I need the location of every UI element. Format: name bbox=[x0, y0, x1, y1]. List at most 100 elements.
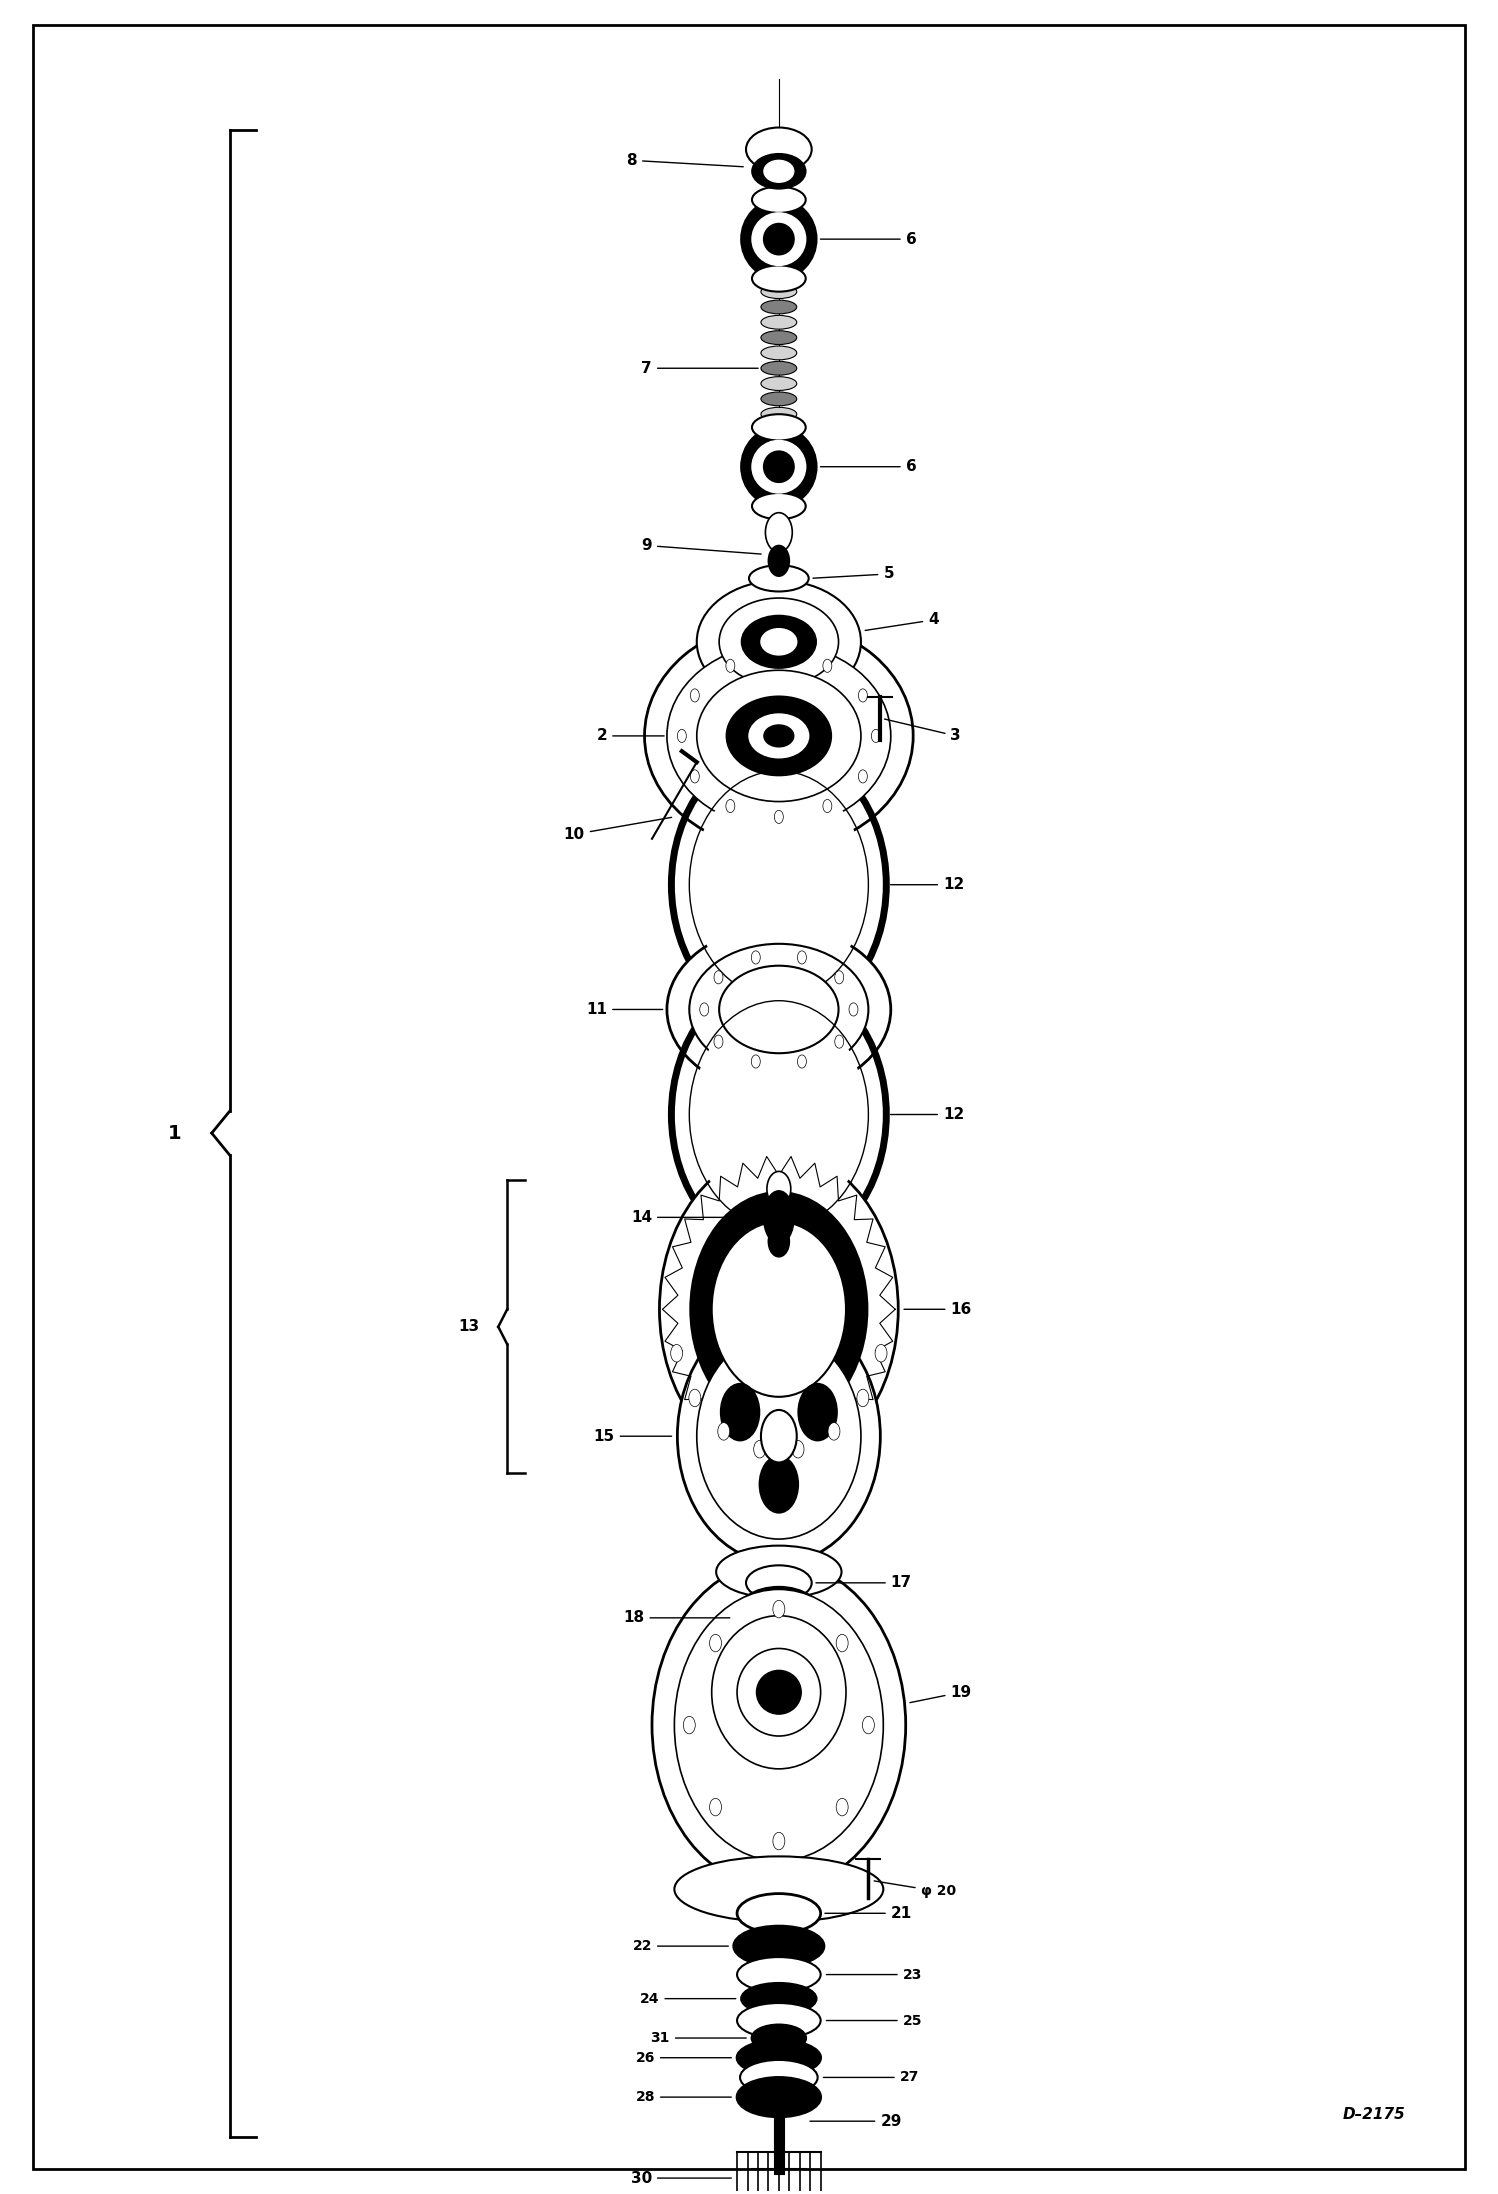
Ellipse shape bbox=[761, 347, 797, 360]
Text: 13: 13 bbox=[458, 1319, 479, 1334]
Text: 12: 12 bbox=[891, 878, 965, 893]
Text: 26: 26 bbox=[635, 2051, 731, 2065]
Ellipse shape bbox=[764, 452, 794, 483]
Text: 10: 10 bbox=[563, 818, 671, 842]
Ellipse shape bbox=[764, 724, 794, 746]
Ellipse shape bbox=[764, 224, 794, 255]
Ellipse shape bbox=[752, 415, 806, 441]
Circle shape bbox=[857, 1389, 869, 1406]
Circle shape bbox=[822, 658, 831, 671]
Text: 16: 16 bbox=[903, 1301, 972, 1316]
Ellipse shape bbox=[746, 127, 812, 171]
Circle shape bbox=[774, 649, 783, 663]
Text: 6: 6 bbox=[821, 233, 917, 246]
Ellipse shape bbox=[742, 617, 816, 667]
Circle shape bbox=[715, 970, 724, 983]
Text: 28: 28 bbox=[635, 2091, 731, 2104]
Text: 1: 1 bbox=[168, 1123, 181, 1143]
Ellipse shape bbox=[752, 186, 806, 213]
Circle shape bbox=[759, 1457, 798, 1514]
Text: 14: 14 bbox=[631, 1209, 759, 1224]
Circle shape bbox=[798, 1384, 837, 1441]
Ellipse shape bbox=[764, 1191, 794, 1244]
Circle shape bbox=[834, 1036, 843, 1049]
Circle shape bbox=[797, 950, 806, 963]
Circle shape bbox=[718, 1422, 730, 1439]
Text: 21: 21 bbox=[825, 1907, 912, 1920]
Ellipse shape bbox=[752, 441, 806, 494]
Ellipse shape bbox=[734, 1926, 824, 1966]
Text: 22: 22 bbox=[632, 1939, 728, 1953]
Circle shape bbox=[761, 1411, 797, 1463]
Ellipse shape bbox=[742, 428, 816, 507]
Circle shape bbox=[768, 546, 789, 577]
Ellipse shape bbox=[749, 1597, 809, 1637]
Circle shape bbox=[753, 1441, 765, 1459]
Text: 8: 8 bbox=[626, 154, 743, 169]
Ellipse shape bbox=[761, 393, 797, 406]
Text: 7: 7 bbox=[641, 360, 758, 375]
Circle shape bbox=[797, 1055, 806, 1068]
Circle shape bbox=[752, 950, 761, 963]
Circle shape bbox=[792, 1441, 804, 1459]
Text: 27: 27 bbox=[824, 2071, 920, 2084]
Circle shape bbox=[677, 728, 686, 742]
Ellipse shape bbox=[742, 200, 816, 279]
Ellipse shape bbox=[752, 265, 806, 292]
Text: 2: 2 bbox=[596, 728, 664, 744]
Ellipse shape bbox=[761, 630, 797, 656]
Circle shape bbox=[834, 970, 843, 983]
Ellipse shape bbox=[716, 1545, 842, 1597]
Circle shape bbox=[710, 1635, 722, 1652]
Circle shape bbox=[828, 1422, 840, 1439]
Ellipse shape bbox=[737, 2003, 821, 2038]
Text: 31: 31 bbox=[650, 2032, 746, 2045]
Circle shape bbox=[671, 1345, 683, 1362]
Ellipse shape bbox=[761, 408, 797, 421]
Circle shape bbox=[691, 689, 700, 702]
Text: 5: 5 bbox=[813, 566, 894, 581]
Circle shape bbox=[773, 1832, 785, 1850]
Ellipse shape bbox=[667, 645, 891, 827]
Ellipse shape bbox=[752, 213, 806, 265]
Text: D–2175: D–2175 bbox=[1342, 2106, 1405, 2122]
Circle shape bbox=[752, 1055, 761, 1068]
Circle shape bbox=[858, 689, 867, 702]
Ellipse shape bbox=[737, 2078, 821, 2117]
Ellipse shape bbox=[712, 1615, 846, 1768]
Circle shape bbox=[727, 799, 736, 812]
Ellipse shape bbox=[719, 599, 839, 685]
Text: 6: 6 bbox=[821, 459, 917, 474]
Ellipse shape bbox=[761, 301, 797, 314]
Ellipse shape bbox=[752, 2025, 806, 2051]
Ellipse shape bbox=[737, 2040, 821, 2076]
Ellipse shape bbox=[749, 713, 809, 757]
Circle shape bbox=[875, 1345, 887, 1362]
Text: 23: 23 bbox=[827, 1968, 923, 1981]
Ellipse shape bbox=[737, 1893, 821, 1933]
Circle shape bbox=[767, 1172, 791, 1207]
Ellipse shape bbox=[697, 581, 861, 702]
Ellipse shape bbox=[727, 695, 831, 774]
Circle shape bbox=[727, 658, 736, 671]
Ellipse shape bbox=[761, 285, 797, 298]
Text: 12: 12 bbox=[891, 1108, 965, 1121]
Ellipse shape bbox=[746, 1564, 812, 1599]
Circle shape bbox=[721, 1384, 759, 1441]
Circle shape bbox=[836, 1799, 848, 1817]
Ellipse shape bbox=[752, 494, 806, 520]
Text: 24: 24 bbox=[640, 1992, 736, 2005]
Text: 25: 25 bbox=[827, 2014, 923, 2027]
Text: 4: 4 bbox=[866, 612, 939, 630]
Text: 30: 30 bbox=[631, 2170, 731, 2185]
Circle shape bbox=[858, 770, 867, 783]
Ellipse shape bbox=[742, 1983, 816, 2014]
Ellipse shape bbox=[749, 566, 809, 592]
Ellipse shape bbox=[737, 1957, 821, 1992]
Ellipse shape bbox=[677, 1310, 881, 1562]
Text: 3: 3 bbox=[884, 720, 962, 744]
Circle shape bbox=[863, 1716, 875, 1733]
Ellipse shape bbox=[692, 774, 866, 994]
Circle shape bbox=[700, 1003, 709, 1016]
Text: 17: 17 bbox=[816, 1575, 912, 1591]
